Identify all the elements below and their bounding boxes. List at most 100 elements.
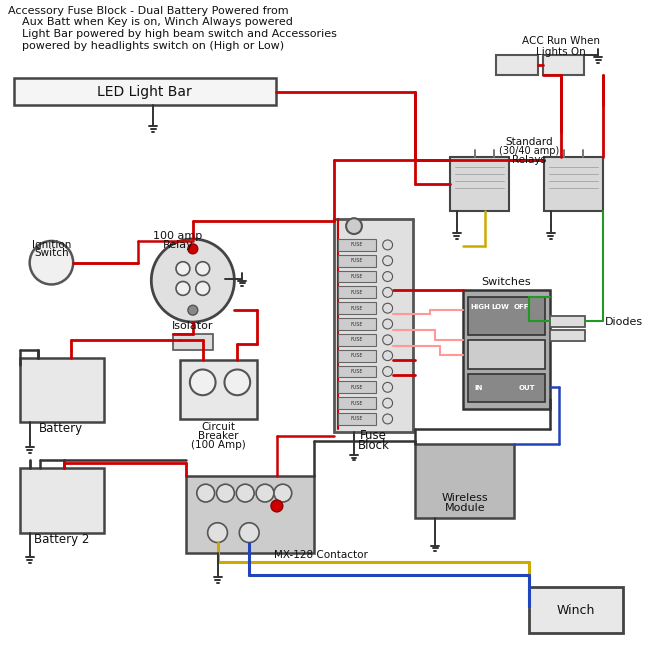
Circle shape [383,382,393,392]
Circle shape [256,484,274,502]
Text: FUSE: FUSE [351,353,363,358]
Text: Switches: Switches [482,278,531,287]
Circle shape [383,304,393,313]
Text: 100 amp: 100 amp [153,231,203,241]
Text: Relay: Relay [162,240,193,250]
Circle shape [274,484,292,502]
Text: HIGH: HIGH [471,304,491,310]
Bar [20,469,104,532]
Text: ACC Run When: ACC Run When [522,36,600,46]
Bar [415,444,514,518]
Circle shape [271,500,283,512]
Text: Lights On: Lights On [536,47,586,57]
Text: Isolator: Isolator [172,321,214,331]
Bar [14,78,276,105]
Bar [550,316,586,327]
Text: FUSE: FUSE [351,306,363,311]
Text: Aux Batt when Key is on, Winch Always powered: Aux Batt when Key is on, Winch Always po… [8,18,292,27]
Bar [529,587,623,632]
Text: Standard: Standard [505,137,553,147]
Bar [338,270,376,283]
Text: MX-128 Contactor: MX-128 Contactor [274,551,369,560]
Text: Diodes: Diodes [605,317,643,327]
Text: Battery 2: Battery 2 [34,533,89,546]
Bar [180,359,257,419]
Text: OUT: OUT [518,385,535,391]
Text: Light Bar powered by high beam switch and Accessories: Light Bar powered by high beam switch an… [8,29,337,40]
Text: Winch: Winch [556,604,595,617]
Circle shape [237,484,254,502]
Text: LOW: LOW [491,304,510,310]
Circle shape [196,262,210,276]
Text: IN: IN [474,385,483,391]
Text: Circuit: Circuit [202,422,235,432]
Text: Accessory Fuse Block - Dual Battery Powered from: Accessory Fuse Block - Dual Battery Powe… [8,6,289,16]
Circle shape [383,351,393,361]
Text: FUSE: FUSE [351,337,363,343]
Text: Module: Module [445,503,485,513]
Circle shape [383,414,393,424]
Circle shape [383,335,393,344]
Bar [338,302,376,314]
Circle shape [30,241,73,285]
Text: FUSE: FUSE [351,290,363,295]
Text: FUSE: FUSE [351,400,363,406]
Text: OFF: OFF [514,304,528,310]
Text: Ignition: Ignition [32,240,71,250]
Bar [338,397,376,409]
Bar [468,340,545,369]
Circle shape [207,523,227,543]
Circle shape [383,367,393,376]
Bar [338,382,376,393]
Circle shape [383,287,393,297]
Bar [186,476,315,553]
Text: FUSE: FUSE [351,274,363,279]
Circle shape [216,484,235,502]
Bar [544,157,603,211]
Circle shape [224,369,250,395]
Bar [463,291,550,409]
Circle shape [196,281,210,295]
Bar [338,239,376,251]
Text: FUSE: FUSE [351,242,363,248]
Text: FUSE: FUSE [351,417,363,421]
Circle shape [188,244,198,254]
Text: FUSE: FUSE [351,385,363,390]
Bar [497,55,538,75]
Text: Switch: Switch [34,248,69,258]
Circle shape [383,398,393,408]
Circle shape [383,256,393,266]
Bar [338,365,376,378]
Text: Battery: Battery [39,422,83,436]
Bar [338,255,376,266]
Text: Block: Block [358,439,390,452]
Bar [338,287,376,298]
Text: FUSE: FUSE [351,322,363,326]
Text: Breaker: Breaker [198,431,239,441]
Circle shape [190,369,216,395]
Bar [550,330,586,341]
Bar [173,334,213,350]
Text: LED Light Bar: LED Light Bar [97,84,192,99]
Bar [338,318,376,330]
Bar [450,157,509,211]
Circle shape [383,272,393,281]
Text: Relays: Relays [512,155,546,165]
Text: (100 Amp): (100 Amp) [191,439,246,450]
Circle shape [176,262,190,276]
Bar [338,350,376,361]
Text: (30/40 amp): (30/40 amp) [499,146,559,156]
Circle shape [151,239,235,322]
Circle shape [383,319,393,329]
Circle shape [239,523,259,543]
Circle shape [188,306,198,315]
Text: powered by headlights switch on (High or Low): powered by headlights switch on (High or… [8,41,284,51]
Bar [468,374,545,402]
Bar [468,297,545,335]
Circle shape [197,484,214,502]
Circle shape [383,240,393,250]
Bar [338,413,376,425]
Circle shape [346,218,362,234]
Bar [338,334,376,346]
Bar [334,219,413,432]
